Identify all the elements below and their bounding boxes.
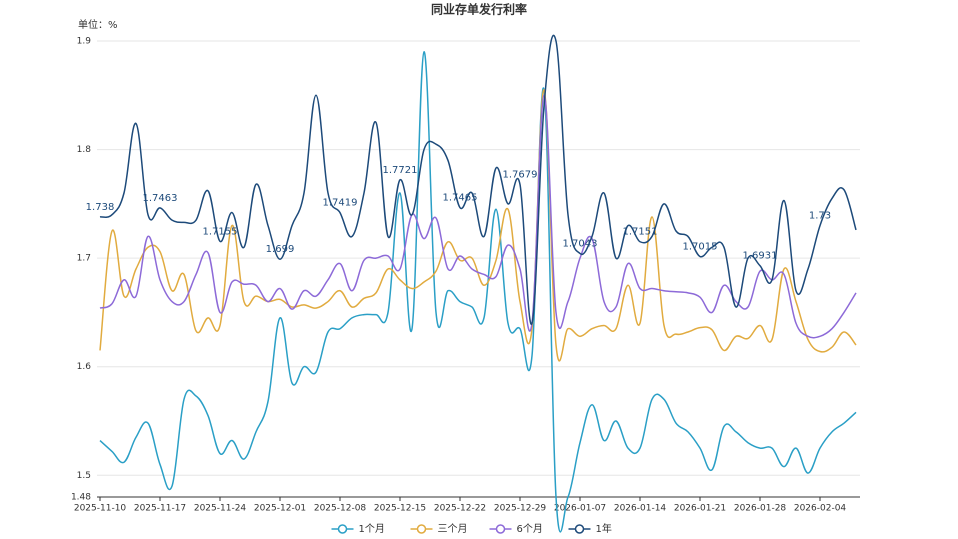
legend-label: 三个月 bbox=[438, 523, 468, 535]
data-label: 1.7155 bbox=[203, 226, 238, 237]
y-tick-label: 1.7 bbox=[77, 254, 91, 264]
chart-title: 同业存单发行利率 bbox=[431, 2, 527, 17]
legend-item: 三个月 bbox=[410, 523, 468, 535]
legend-marker bbox=[495, 524, 506, 534]
data-label: 1.7465 bbox=[443, 193, 478, 204]
data-label: 1.7463 bbox=[143, 193, 178, 204]
data-label: 1.738 bbox=[86, 202, 115, 213]
x-tick-label: 2026-01-28 bbox=[734, 504, 787, 514]
data-label: 1.7015 bbox=[683, 242, 718, 253]
x-tick-label: 2025-12-08 bbox=[314, 504, 367, 514]
legend-label: 1个月 bbox=[359, 523, 385, 535]
data-label: 1.6931 bbox=[743, 251, 778, 262]
x-tick-label: 2025-12-29 bbox=[494, 504, 547, 514]
x-tick-label: 2025-12-01 bbox=[254, 504, 306, 514]
y-tick-label: 1.48 bbox=[71, 493, 91, 503]
x-tick-label: 2025-11-24 bbox=[194, 504, 247, 514]
series-line bbox=[99, 89, 857, 362]
x-tick-label: 2025-12-22 bbox=[434, 504, 486, 514]
legend-item: 1个月 bbox=[331, 523, 385, 535]
data-label: 1.7151 bbox=[623, 227, 658, 238]
data-label: 1.7721 bbox=[383, 165, 418, 176]
legend-marker bbox=[574, 524, 585, 534]
y-unit-label: 单位：% bbox=[78, 18, 118, 31]
x-tick-label: 2025-11-10 bbox=[74, 504, 127, 514]
y-tick-label: 1.9 bbox=[77, 37, 92, 47]
x-tick-label: 2026-01-07 bbox=[554, 504, 606, 514]
x-tick-label: 2025-12-15 bbox=[374, 504, 426, 514]
series-line bbox=[99, 94, 857, 339]
y-tick-label: 1.5 bbox=[77, 471, 91, 481]
legend-item: 6个月 bbox=[489, 523, 543, 535]
series-line bbox=[99, 51, 857, 533]
legend-label: 6个月 bbox=[517, 523, 543, 535]
x-tick-label: 2026-01-21 bbox=[674, 504, 726, 514]
x-tick-label: 2026-02-04 bbox=[794, 504, 847, 514]
legend-marker bbox=[337, 524, 348, 534]
legend-marker bbox=[416, 524, 427, 534]
data-label: 1.73 bbox=[809, 211, 831, 222]
y-tick-label: 1.6 bbox=[77, 362, 92, 372]
y-tick-label: 1.8 bbox=[77, 145, 92, 155]
data-label: 1.699 bbox=[266, 244, 295, 255]
series-line bbox=[99, 34, 857, 325]
legend-label: 1年 bbox=[596, 522, 612, 535]
legend-item: 1年 bbox=[568, 522, 612, 535]
x-tick-label: 2026-01-14 bbox=[614, 504, 667, 514]
data-label: 1.7679 bbox=[503, 169, 538, 180]
data-label: 1.7419 bbox=[323, 198, 358, 209]
x-tick-label: 2025-11-17 bbox=[134, 504, 186, 514]
data-label: 1.7043 bbox=[563, 238, 598, 249]
